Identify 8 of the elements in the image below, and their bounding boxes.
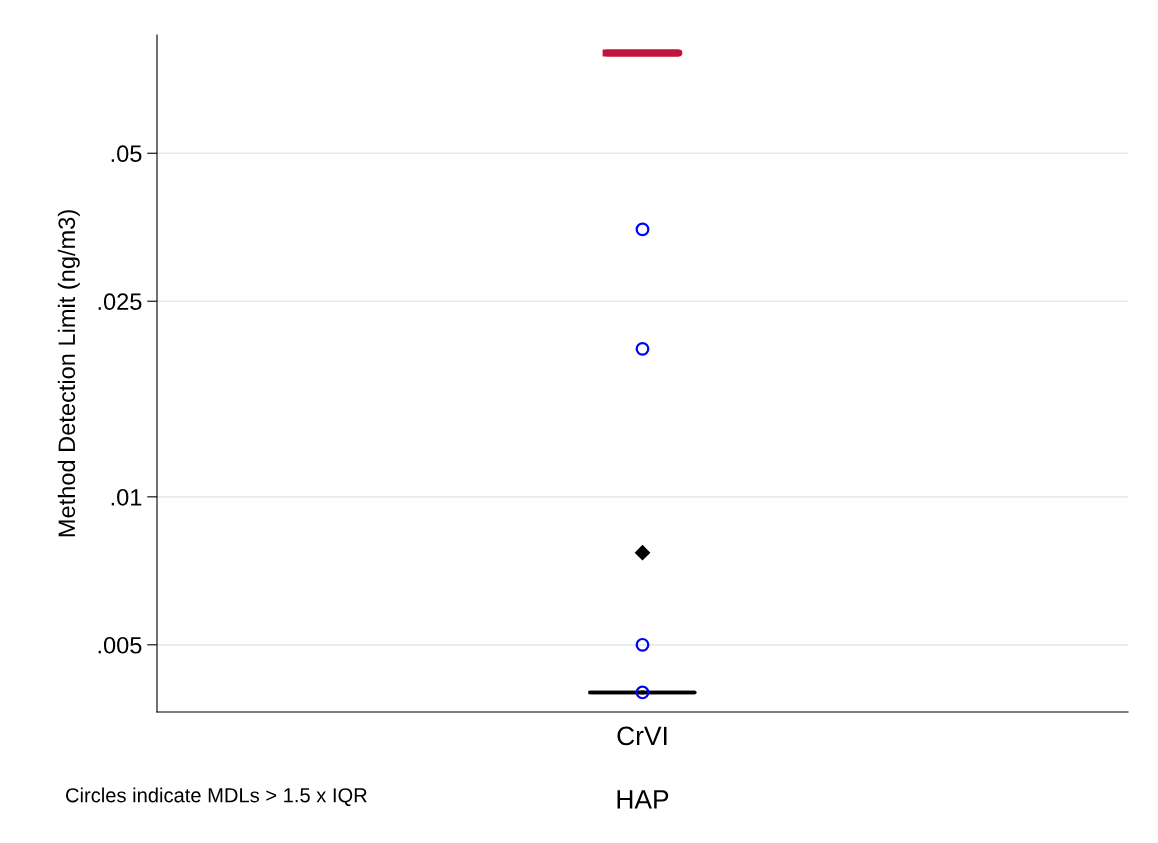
y-axis-title: Method Detection Limit (ng/m3)	[57, 210, 80, 537]
text: Circles indicate MDLs > 1.5 x IQR	[66, 787, 367, 807]
y-tick-label: .01	[111, 488, 142, 506]
x-tick-label: CrVI	[617, 726, 667, 746]
y-tick-label: .05	[111, 145, 142, 163]
x-axis-title: HAP	[617, 790, 669, 809]
y-tick-label: .025	[98, 293, 142, 311]
y-tick-label: .005	[98, 636, 142, 654]
